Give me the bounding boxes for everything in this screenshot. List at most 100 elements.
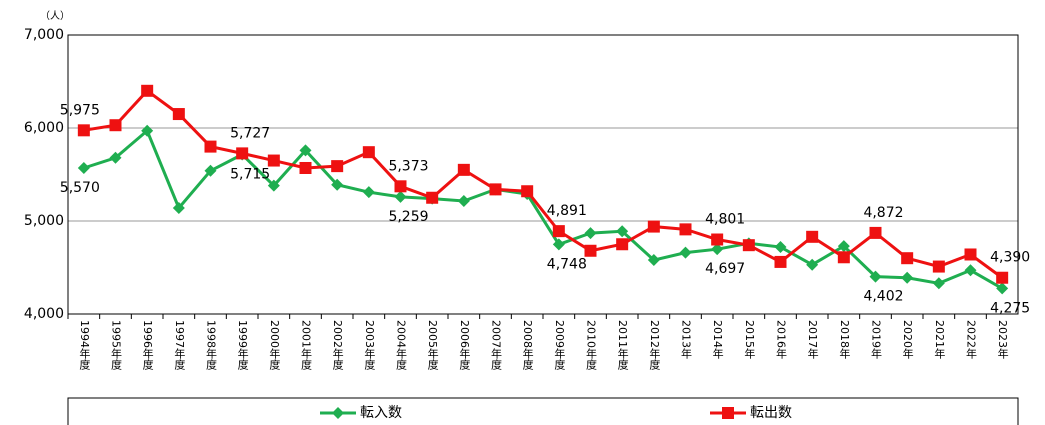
y-unit: （人） [40,10,70,22]
x-tick-label: 1995年度 [110,320,123,371]
x-tick-label: 2002年度 [331,320,344,371]
marker [584,244,597,257]
y-tick-label: 7,000 [24,27,64,43]
x-tick-label: 2005年度 [426,320,439,371]
x-tick-label: 2006年度 [458,320,471,371]
x-tick-label: 2007年度 [490,320,503,371]
data-label: 5,373 [388,158,428,174]
x-tick-label: 1998年度 [205,320,218,371]
x-tick-label: 2003年度 [363,320,376,371]
marker [806,258,819,271]
marker [394,190,407,203]
x-tick-label: 2000年度 [268,320,281,371]
x-tick-label: 2014年 [711,320,724,359]
marker [489,183,502,196]
marker [901,252,914,265]
marker [521,185,534,198]
marker [331,178,344,191]
marker [362,146,375,159]
marker [722,407,734,419]
marker [204,164,217,177]
x-tick-label: 2017年 [806,320,819,359]
marker [331,160,344,173]
marker [647,220,660,233]
x-tick-label: 1999年度 [236,320,249,371]
marker [932,277,945,290]
marker [711,233,724,246]
marker [964,248,977,261]
marker [647,254,660,267]
marker [172,108,185,121]
marker [362,186,375,199]
marker [141,84,154,97]
marker [616,238,629,251]
data-label: 4,697 [705,261,745,277]
x-tick-label: 2022年 [965,320,978,359]
x-tick-label: 1994年度 [78,320,91,371]
marker [584,227,597,240]
marker [932,260,945,273]
marker [236,147,249,160]
x-tick-label: 1997年度 [173,320,186,371]
data-label: 4,872 [863,205,903,221]
data-label: 5,715 [230,167,270,183]
x-tick-label: 2019年 [870,320,883,359]
marker [552,238,565,251]
marker [996,282,1009,295]
x-tick-label: 2016年 [775,320,788,359]
marker [457,163,470,176]
marker [77,161,90,174]
marker [172,201,185,214]
marker [332,407,344,419]
marker [299,144,312,157]
marker [141,124,154,137]
x-tick-label: 2004年度 [395,320,408,371]
x-tick-label: 1996年度 [141,320,154,371]
marker [901,271,914,284]
x-tick-label: 2015年 [743,320,756,359]
marker [394,180,407,193]
marker [806,230,819,243]
x-tick-label: 2018年 [838,320,851,359]
marker [869,270,882,283]
x-tick-label: 2021年 [933,320,946,359]
x-tick-label: 2023年 [996,320,1009,359]
marker [457,195,470,208]
marker [869,226,882,239]
x-tick-label: 2020年 [901,320,914,359]
marker [267,154,280,167]
x-tick-label: 2012年度 [648,320,661,371]
data-label: 4,748 [547,256,587,272]
data-label: 4,801 [705,212,745,228]
marker [837,240,850,253]
marker [616,225,629,238]
data-label: 4,891 [547,203,587,219]
marker [742,239,755,252]
data-label: 5,727 [230,125,270,141]
x-tick-label: 2013年 [680,320,693,359]
x-tick-label: 2009年度 [553,320,566,371]
marker [774,255,787,268]
marker [552,225,565,238]
marker [426,191,439,204]
x-tick-label: 2008年度 [521,320,534,371]
marker [267,179,280,192]
marker [299,161,312,174]
marker [711,243,724,256]
marker [679,246,692,259]
series-line [83,88,1004,279]
marker [109,119,122,132]
data-label: 4,402 [863,289,903,305]
marker [964,264,977,277]
y-tick-label: 6,000 [24,120,64,136]
y-tick-label: 5,000 [24,213,64,229]
x-tick-label: 2010年度 [585,320,598,371]
data-label: 4,275 [990,300,1030,316]
marker [679,223,692,236]
marker [996,271,1009,284]
marker [204,140,217,153]
marker [837,251,850,264]
y-tick-label: 4,000 [24,306,64,322]
legend-label: 転入数 [360,405,402,421]
